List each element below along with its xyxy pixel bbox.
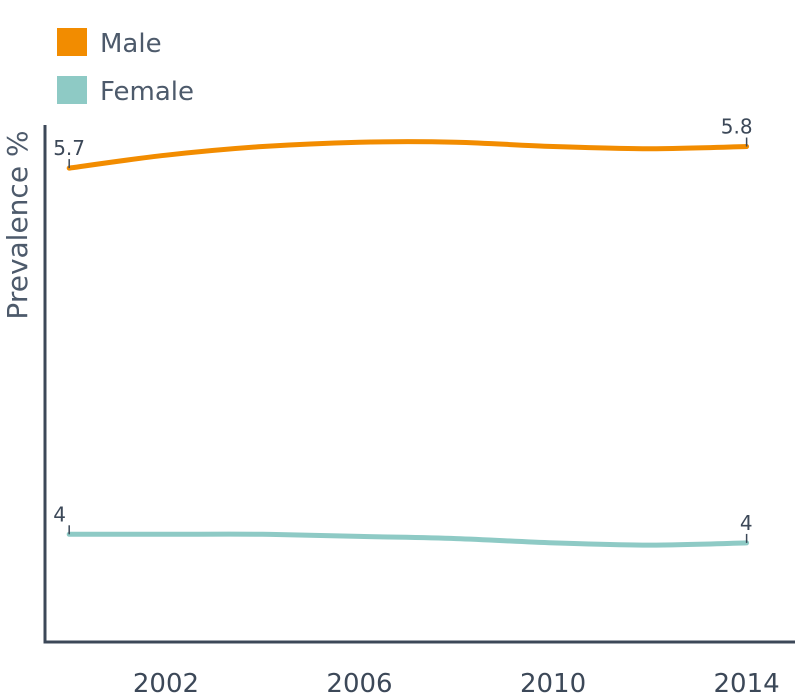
x-tick-label: 2006 (326, 669, 392, 699)
data-label: 5.8 (721, 115, 753, 139)
legend-label: Female (100, 77, 194, 107)
series-line (66, 531, 750, 548)
series-layer: 5.75.84 4 (53, 115, 753, 548)
series-male: 5.7 5.8 (53, 115, 753, 171)
legend: Male Female (57, 28, 194, 107)
x-axis-ticks: 2002 2006 2010 2014 (133, 669, 780, 699)
x-tick-label: 2010 (520, 669, 586, 699)
data-label: 4 (53, 502, 66, 526)
data-label: 5.7 (53, 136, 85, 160)
legend-label: Male (100, 29, 162, 59)
x-tick-label: 2002 (133, 669, 199, 699)
data-label: 4 (740, 511, 753, 535)
y-axis-title: Prevalence % (1, 130, 34, 319)
legend-swatch (57, 28, 87, 56)
x-tick-label: 2014 (714, 669, 780, 699)
legend-swatch (57, 76, 87, 104)
axes (43, 125, 795, 644)
series-line (66, 139, 750, 171)
